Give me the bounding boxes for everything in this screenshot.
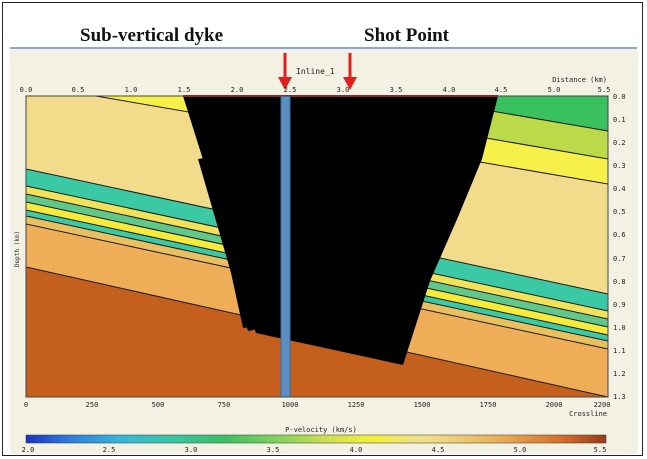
plot-frame	[25, 95, 609, 398]
right-tick-label: 0.0	[613, 93, 626, 101]
bottom-tick-label: 1750	[480, 401, 497, 409]
top-tick-label: 2.5	[284, 86, 297, 94]
velocity-colorbar	[25, 434, 607, 444]
colorbar-tick-label: 2.0	[22, 446, 35, 454]
right-axis: 0.0 0.1 0.2 0.3 0.4 0.5 0.6 0.7 0.8 0.9 …	[613, 93, 626, 401]
top-axis: 0.0 0.5 1.0 1.5 2.0 2.5 3.0 3.5 4.0 4.5 …	[20, 86, 611, 94]
bottom-tick-label: 250	[86, 401, 99, 409]
right-tick-label: 0.4	[613, 185, 626, 193]
colorbar-title: P-velocity (km/s)	[285, 426, 357, 434]
right-tick-label: 0.9	[613, 301, 626, 309]
shot-point-arrow	[343, 53, 357, 90]
dyke-title: Sub-vertical dyke	[80, 25, 224, 46]
right-tick-label: 1.0	[613, 324, 626, 332]
bottom-axis: 0 250 500 750 1000 1250 1500 1750 2000 2…	[24, 401, 611, 409]
colorbar-tick-label: 5.5	[594, 446, 607, 454]
top-tick-label: 3.0	[337, 86, 350, 94]
colorbar-tick-label: 3.5	[267, 446, 280, 454]
top-tick-label: 4.0	[443, 86, 456, 94]
inline-label: Inline_1	[296, 67, 335, 76]
top-tick-label: 5.0	[548, 86, 561, 94]
figure-frame	[2, 2, 643, 456]
right-tick-label: 1.2	[613, 370, 626, 378]
bottom-tick-label: 2200	[594, 401, 611, 409]
figure-header: Sub-vertical dyke Shot Point	[8, 8, 639, 50]
right-tick-label: 0.8	[613, 278, 626, 286]
dyke-arrow	[278, 53, 292, 90]
bottom-tick-label: 1000	[282, 401, 299, 409]
bottom-tick-label: 1500	[414, 401, 431, 409]
right-tick-label: 0.7	[613, 255, 626, 263]
top-tick-label: 5.5	[598, 86, 611, 94]
colorbar-tick-label: 4.0	[350, 446, 363, 454]
dyke	[280, 95, 291, 398]
distance-axis-label: Distance (km)	[552, 76, 607, 84]
colorbar-axis: 2.0 2.5 3.0 3.5 4.0 4.5 5.0 5.5	[22, 446, 607, 454]
model-panel: Inline_1 Distance (km) Crossline Depth (…	[10, 49, 638, 454]
bottom-tick-label: 2000	[546, 401, 563, 409]
velocity-model-diagram: Inline_1 Distance (km) Crossline Depth (…	[14, 53, 626, 454]
top-tick-label: 0.5	[72, 86, 85, 94]
right-tick-label: 0.3	[613, 162, 626, 170]
top-tick-label: 1.0	[125, 86, 138, 94]
right-tick-label: 1.3	[613, 393, 626, 401]
bottom-tick-label: 1250	[348, 401, 365, 409]
bottom-tick-label: 0	[24, 401, 28, 409]
right-tick-label: 1.1	[613, 347, 626, 355]
depth-axis-label: Depth (km)	[14, 231, 21, 267]
crossline-axis-label: Crossline	[569, 410, 607, 418]
bottom-tick-label: 500	[152, 401, 165, 409]
top-tick-label: 4.5	[495, 86, 508, 94]
top-tick-label: 3.5	[390, 86, 403, 94]
right-tick-label: 0.1	[613, 116, 626, 124]
top-tick-label: 1.5	[178, 86, 191, 94]
bottom-tick-label: 750	[218, 401, 231, 409]
colorbar-tick-label: 3.0	[185, 446, 198, 454]
right-tick-label: 0.6	[613, 231, 626, 239]
right-tick-label: 0.5	[613, 208, 626, 216]
top-tick-label: 2.0	[231, 86, 244, 94]
header-divider	[10, 47, 637, 49]
colorbar-tick-label: 4.5	[432, 446, 445, 454]
shot-point-title: Shot Point	[364, 25, 449, 46]
colorbar-tick-label: 2.5	[103, 446, 116, 454]
colorbar-tick-label: 5.0	[514, 446, 527, 454]
ray-coverage	[183, 96, 498, 365]
top-tick-label: 0.0	[20, 86, 33, 94]
right-tick-label: 0.2	[613, 139, 626, 147]
